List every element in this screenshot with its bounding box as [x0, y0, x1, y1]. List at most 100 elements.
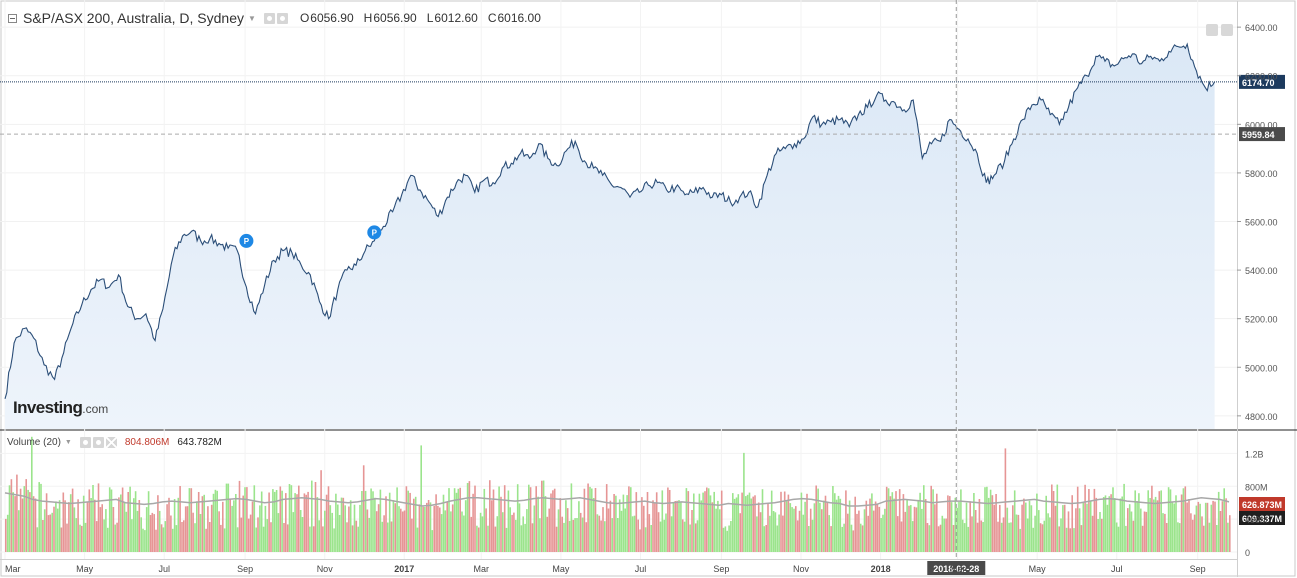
volume-bar [963, 523, 966, 552]
price-tick-label: 6400.00 [1245, 23, 1278, 33]
volume-bar [149, 515, 152, 552]
volume-bar [1184, 486, 1187, 552]
volume-bar [214, 489, 217, 552]
volume-bar [717, 500, 719, 552]
volume-bar [311, 480, 313, 552]
volume-bar [832, 486, 834, 552]
volume-bar [1223, 488, 1225, 552]
volume-bar [500, 496, 502, 552]
volume-bar [528, 484, 530, 552]
price-tick-label: 5400.00 [1245, 266, 1278, 276]
volume-bar [531, 523, 534, 552]
volume-bar [270, 522, 272, 552]
volume-bar [79, 524, 81, 552]
volume-bar [479, 512, 482, 552]
volume-bar [451, 504, 454, 552]
volume-bar [301, 517, 304, 552]
volume-bar [374, 497, 376, 552]
volume-bar [162, 527, 165, 552]
volume-bar [136, 510, 139, 552]
chevron-down-icon[interactable]: ▼ [248, 13, 256, 23]
volume-bar [23, 486, 26, 552]
volume-bar [856, 513, 858, 552]
volume-bar [153, 514, 155, 552]
volume-bar [1097, 519, 1099, 552]
volume-bar [1067, 511, 1070, 552]
volume-bar [910, 505, 912, 552]
volume-bar [941, 515, 944, 552]
volume-bar [598, 515, 601, 552]
volume-bar [388, 492, 391, 552]
time-tick-label: Jul [635, 564, 647, 574]
volume-bar [257, 517, 259, 552]
time-tick-label: Sep [713, 564, 729, 574]
volume-bar [1227, 522, 1229, 552]
volume-bar [904, 511, 907, 552]
volume-bar [822, 500, 825, 552]
volume-bar [461, 511, 463, 552]
volume-bar [1076, 486, 1079, 552]
volume-bar [205, 528, 207, 552]
volume-bar [8, 485, 11, 552]
time-tick-label: 2018 [871, 564, 891, 574]
close-icon[interactable] [105, 437, 117, 448]
volume-bar [305, 494, 307, 552]
volume-bar [125, 511, 128, 552]
collapse-icon[interactable] [8, 13, 17, 23]
volume-bar [802, 514, 805, 552]
volume-bar [644, 527, 647, 552]
settings-icon[interactable] [92, 437, 104, 448]
volume-bar [440, 514, 443, 552]
volume-bar [107, 527, 109, 552]
volume-bar [446, 502, 448, 552]
volume-bar [1134, 490, 1136, 552]
volume-bar [680, 501, 682, 552]
volume-bar [591, 488, 593, 552]
volume-bar [711, 502, 714, 552]
volume-bar [19, 488, 22, 552]
volume-bar [537, 496, 539, 552]
volume-bar [1039, 523, 1042, 552]
volume-bar [872, 510, 875, 552]
volume-bar [674, 501, 677, 552]
volume-bar [1204, 502, 1207, 552]
volume-tick-label: 0 [1245, 548, 1250, 558]
eye-icon[interactable] [263, 12, 275, 24]
pause-icon[interactable] [1206, 24, 1218, 36]
logo-suffix: .com [82, 402, 109, 416]
volume-bar [1180, 494, 1183, 552]
volume-bar [442, 494, 445, 552]
volume-bar [403, 510, 406, 552]
marker-p-icon [367, 225, 382, 240]
volume-bar [155, 529, 157, 552]
volume-bar [1158, 491, 1161, 552]
high-label: H [363, 11, 373, 25]
volume-bar [103, 519, 105, 552]
volume-bar [898, 489, 901, 552]
volume-bar [392, 500, 395, 552]
volume-bar [1047, 513, 1049, 552]
volume-bar [513, 512, 515, 552]
volume-bar [498, 486, 500, 552]
volume-bar [1019, 528, 1021, 552]
volume-bar [796, 520, 799, 552]
chevron-down-icon[interactable]: ▼ [64, 439, 72, 446]
volume-bar [322, 526, 324, 552]
volume-bar [90, 498, 92, 552]
volume-bar [140, 517, 142, 552]
volume-bar [197, 492, 200, 552]
volume-bar [1056, 484, 1059, 552]
instrument-title[interactable]: S&P/ASX 200, Australia, D, Sydney [23, 10, 245, 26]
eye-icon[interactable] [79, 437, 91, 448]
scroll-icon[interactable] [1221, 24, 1233, 36]
volume-bar [787, 494, 790, 552]
volume-bar [463, 515, 465, 552]
cursor-price-badge: 5959.84 [1242, 130, 1275, 140]
volume-title[interactable]: Volume (20) [7, 437, 61, 448]
volume-bar [1125, 525, 1127, 552]
volume-bar [1151, 485, 1153, 552]
settings-icon[interactable] [276, 12, 288, 24]
volume-bar [1038, 510, 1040, 552]
